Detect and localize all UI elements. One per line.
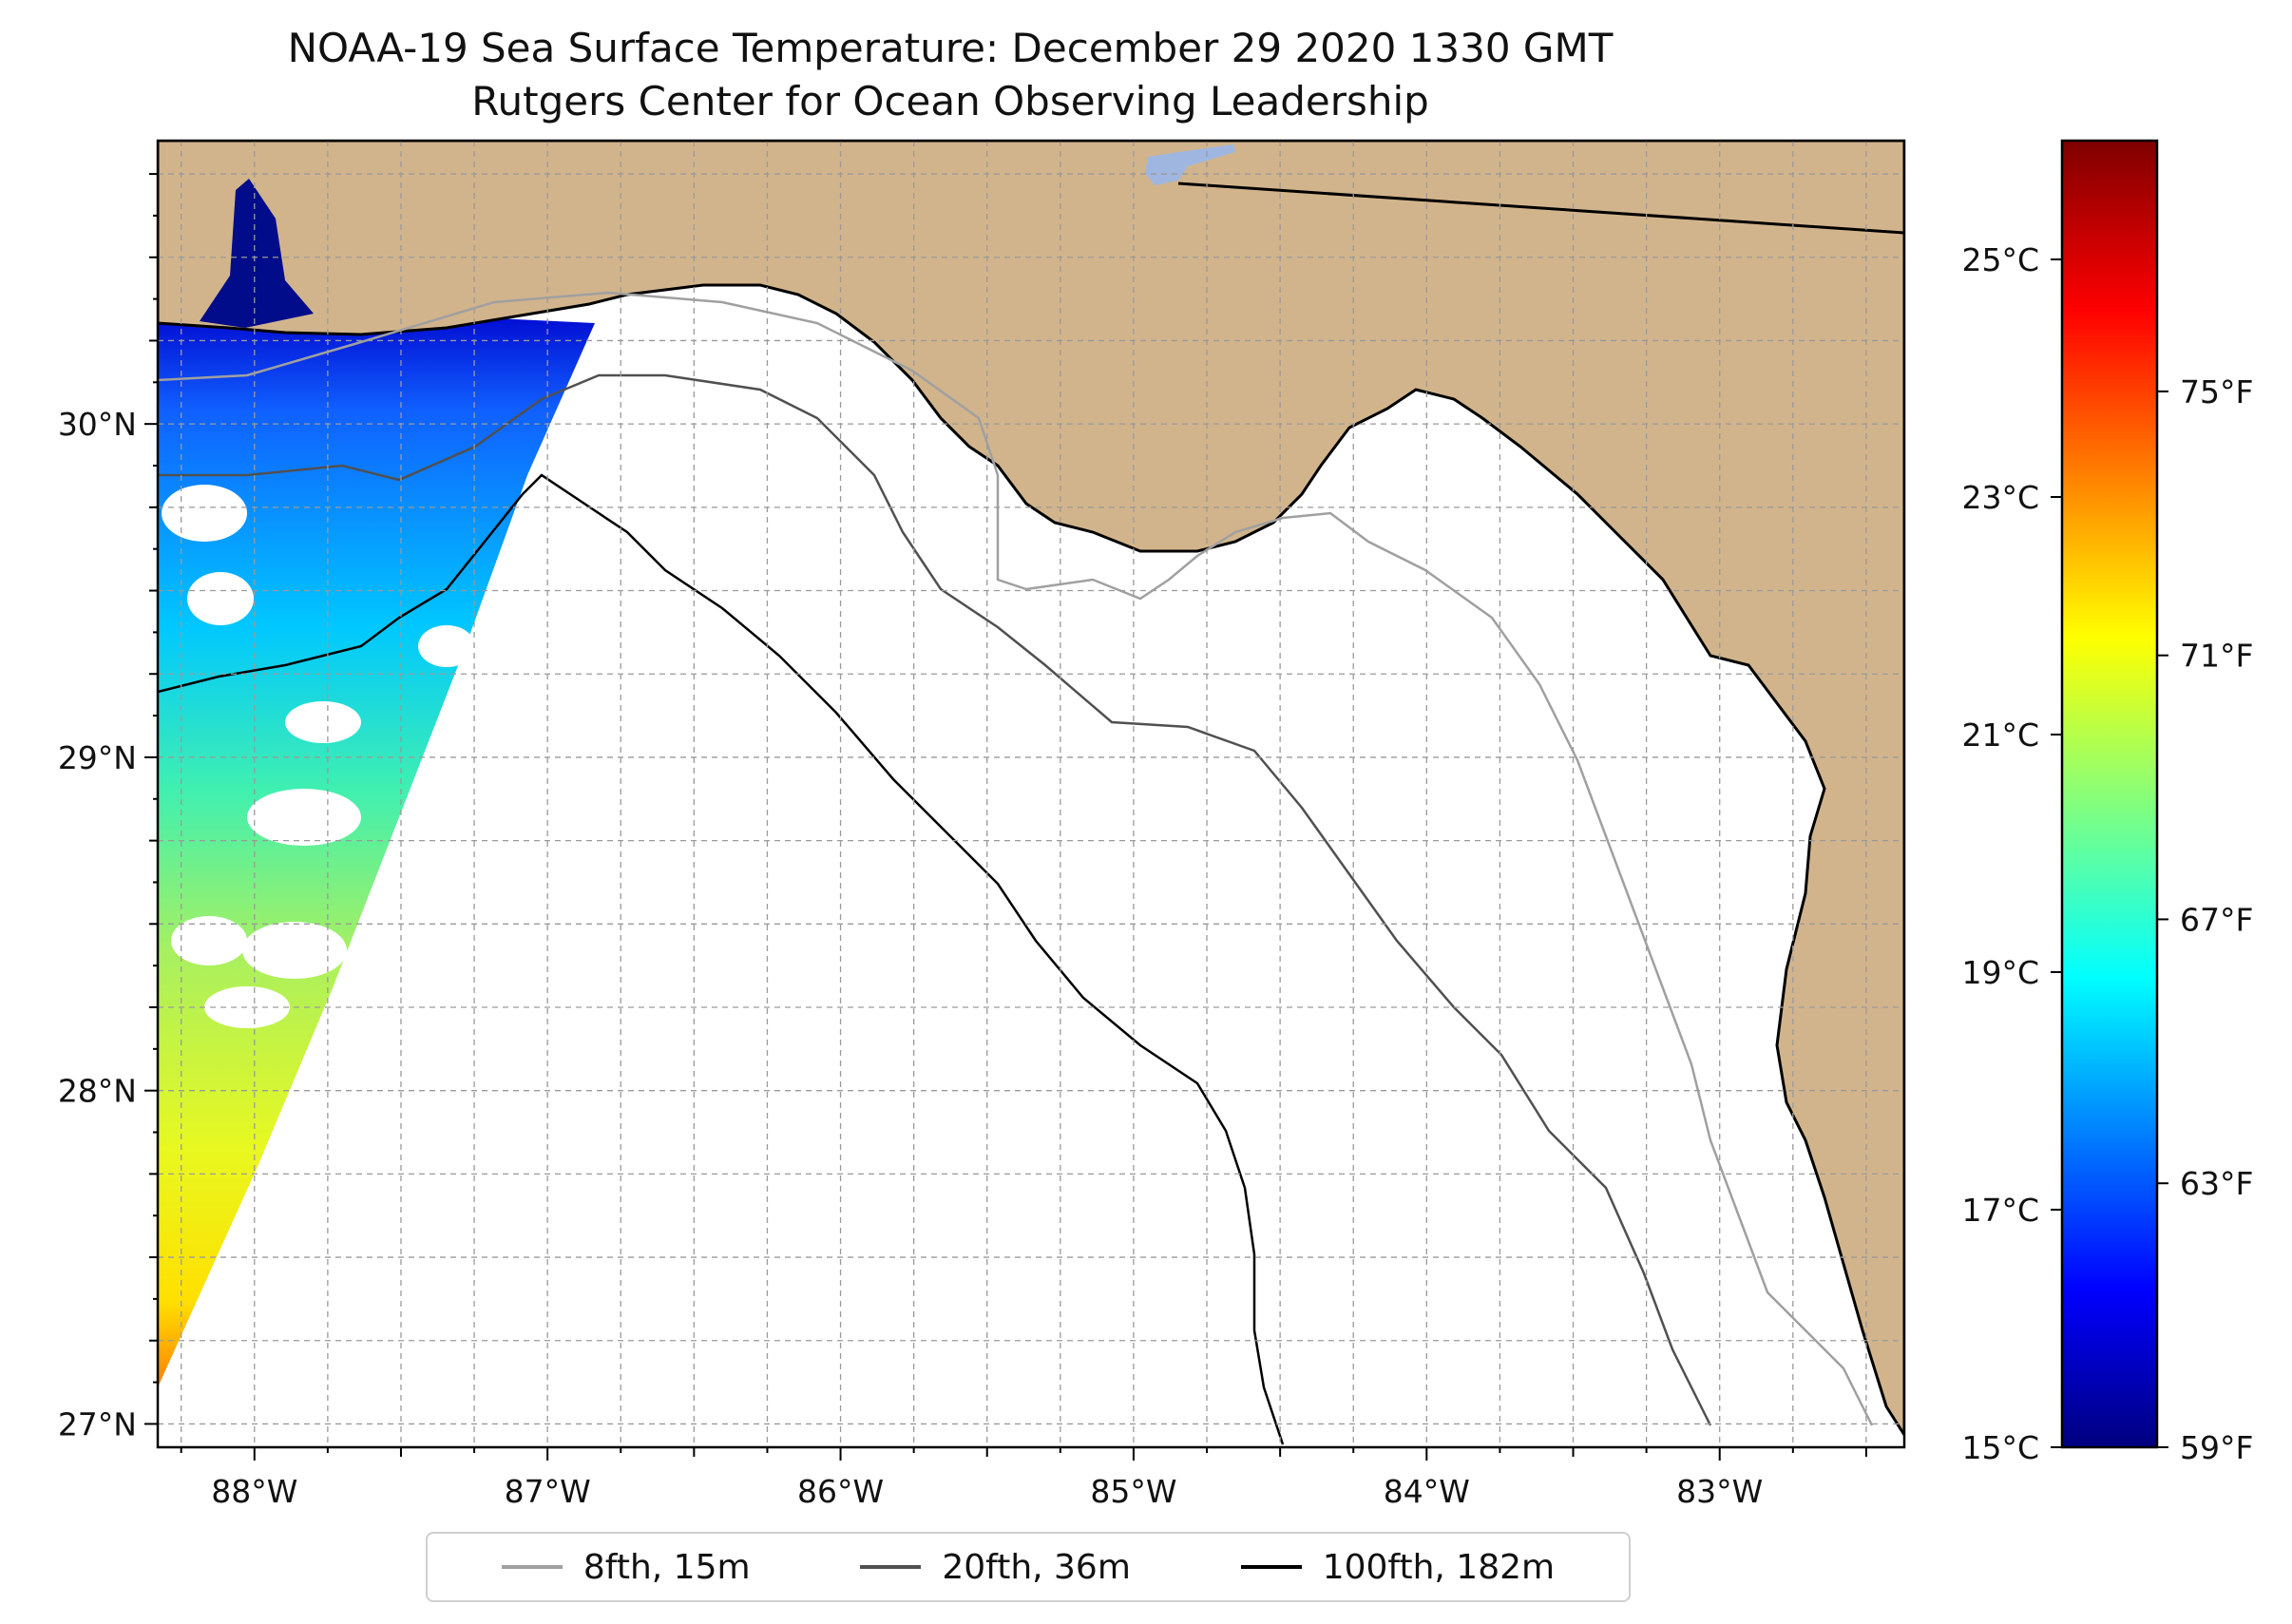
chart-subtitle: Rutgers Center for Ocean Observing Leade…: [471, 78, 1429, 124]
fahrenheit-tick-label: 63°F: [2180, 1165, 2253, 1202]
celsius-tick-label: 19°C: [1961, 954, 2039, 991]
legend-line-20fth: [860, 1565, 922, 1569]
isobath-100fth: [158, 473, 1285, 1445]
colorbar-fahrenheit-axis: 75°F 71°F 67°F 63°F 59°F: [2157, 373, 2253, 1466]
legend-item-100fth: 100fth, 182m: [1240, 1547, 1556, 1587]
y-axis: 30°N 29°N 28°N 27°N: [58, 173, 158, 1442]
fahrenheit-tick-label: 67°F: [2180, 901, 2253, 938]
lake-seminole: [1145, 144, 1235, 185]
x-tick-label: 86°W: [797, 1473, 884, 1510]
celsius-tick-label: 25°C: [1961, 241, 2039, 278]
colorbar-celsius-axis: 25°C 23°C 21°C 19°C 17°C 15°C: [1961, 241, 2062, 1466]
fahrenheit-tick-label: 75°F: [2180, 373, 2253, 411]
sst-satellite-swath: [158, 302, 595, 1387]
cloud-masked-areas: [162, 485, 475, 1028]
celsius-tick-label: 17°C: [1961, 1192, 2039, 1229]
x-tick-label: 88°W: [211, 1473, 297, 1510]
legend-label-8fth: 8fth, 15m: [583, 1547, 751, 1587]
y-tick-label: 27°N: [58, 1405, 137, 1442]
isobath-legend: 8fth, 15m 20fth, 36m 100fth, 182m: [426, 1532, 1631, 1602]
y-tick-label: 28°N: [58, 1073, 137, 1110]
legend-label-20fth: 20fth, 36m: [942, 1547, 1131, 1587]
celsius-tick-label: 15°C: [1961, 1429, 2039, 1466]
x-tick-label: 84°W: [1384, 1473, 1470, 1510]
x-tick-label: 83°W: [1676, 1473, 1763, 1510]
fahrenheit-tick-label: 71°F: [2180, 638, 2253, 675]
colorbar: [2060, 139, 2159, 1449]
legend-line-8fth: [501, 1565, 563, 1569]
isobath-8fth: [158, 291, 1874, 1426]
y-tick-label: 30°N: [58, 406, 137, 443]
legend-item-20fth: 20fth, 36m: [860, 1548, 1131, 1587]
y-tick-label: 29°N: [58, 739, 137, 776]
legend-line-100fth: [1240, 1565, 1302, 1569]
land-area: [158, 141, 1904, 1438]
x-tick-label: 85°W: [1090, 1473, 1176, 1510]
legend-item-8fth: 8fth, 15m: [501, 1547, 751, 1587]
chart-title: NOAA-19 Sea Surface Temperature: Decembe…: [287, 25, 1614, 71]
celsius-tick-label: 21°C: [1961, 716, 2039, 754]
isobath-20fth: [158, 373, 1712, 1426]
mobile-bay-upper: [200, 179, 314, 328]
x-tick-label: 87°W: [505, 1473, 591, 1510]
fahrenheit-tick-label: 59°F: [2180, 1429, 2253, 1466]
legend-label-100fth: 100fth, 182m: [1322, 1547, 1556, 1587]
map-frame: [156, 139, 1906, 1449]
gridlines: [158, 141, 1904, 1447]
celsius-tick-label: 23°C: [1961, 479, 2039, 516]
state-border-ga-fl: [1177, 182, 1904, 235]
x-axis: 88°W 87°W 86°W 85°W 84°W 83°W: [180, 1447, 1867, 1510]
